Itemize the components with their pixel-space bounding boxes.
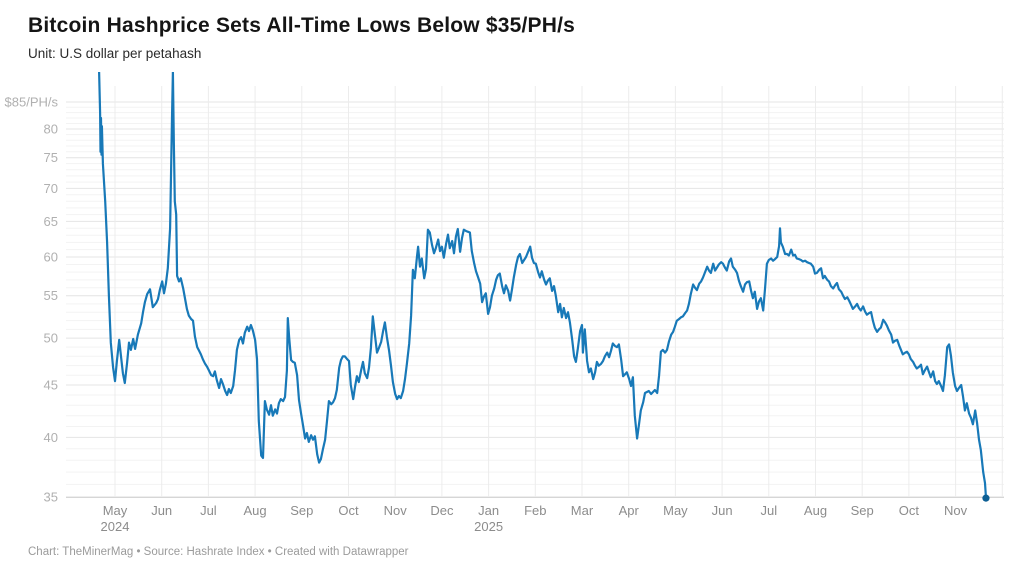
x-tick-label: Jul [200, 503, 217, 518]
y-tick-label: 40 [44, 430, 58, 445]
chart-title: Bitcoin Hashprice Sets All-Time Lows Bel… [28, 14, 576, 37]
y-tick-label: 50 [44, 331, 58, 346]
chart-footer: Chart: TheMinerMag • Source: Hashrate In… [28, 546, 409, 558]
x-tick-label: Dec [430, 503, 454, 518]
chart-subtitle: Unit: U.S dollar per petahash [28, 46, 202, 61]
x-tick-label: Jul [760, 503, 777, 518]
x-tick-label: Aug [804, 503, 827, 518]
x-tick-label: Nov [384, 503, 408, 518]
x-tick-label: Oct [899, 503, 920, 518]
y-tick-label: 70 [44, 181, 58, 196]
y-axis-labels: $85/PH/s 80 75 70 65 60 55 50 45 40 35 [5, 95, 59, 505]
y-tick-label: 75 [44, 150, 58, 165]
x-tick-label: Mar [571, 503, 594, 518]
x-tick-label: May [663, 503, 688, 518]
price-line [98, 72, 988, 500]
x-tick-label: Jun [151, 503, 172, 518]
y-tick-label: 80 [44, 121, 58, 136]
y-tick-label: 45 [44, 378, 58, 393]
x-tick-label: Sep [851, 503, 874, 518]
x-year-label: 2025 [474, 519, 503, 534]
x-tick-label: May [103, 503, 128, 518]
y-tick-label: 65 [44, 214, 58, 229]
x-year-label: 2024 [101, 519, 130, 534]
x-axis-labels: May Jun Jul Aug Sep Oct Nov Dec Jan Feb Mar Apr May J… [101, 503, 968, 534]
y-tick-label: $85/PH/s [5, 95, 59, 110]
x-tick-label: Oct [338, 503, 359, 518]
x-tick-label: Nov [944, 503, 968, 518]
x-tick-label: Jan [478, 503, 499, 518]
y-tick-label: 55 [44, 288, 58, 303]
x-tick-label: Apr [619, 503, 640, 518]
x-tick-label: Jun [712, 503, 733, 518]
x-tick-label: Sep [290, 503, 313, 518]
end-point-dot [982, 494, 990, 502]
y-tick-label: 35 [44, 489, 58, 504]
x-tick-label: Aug [244, 503, 267, 518]
y-tick-label: 60 [44, 249, 58, 264]
x-gridlines [114, 86, 1003, 498]
x-tick-label: Feb [524, 503, 546, 518]
